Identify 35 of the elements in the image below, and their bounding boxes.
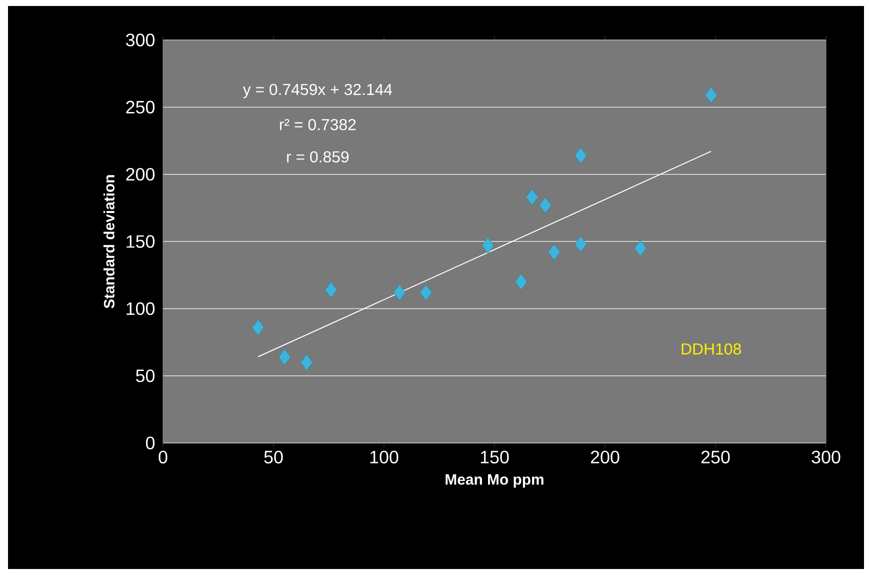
y-tick-label: 100 (126, 302, 155, 315)
point (324, 282, 338, 298)
point (393, 284, 406, 301)
x-axis-title: Mean Mo ppm (446, 474, 544, 488)
annotation: r = 0.859 (287, 151, 349, 162)
x-tick-label: 0 (158, 450, 168, 464)
point (420, 284, 432, 301)
point (704, 86, 718, 104)
x-tick-label: 300 (812, 450, 840, 464)
y-tick-label: 300 (126, 34, 155, 46)
annotation: r² = 0.7382 (280, 118, 356, 130)
y-tick-label: 250 (126, 100, 155, 114)
y-tick-label: 200 (126, 168, 155, 181)
point (574, 236, 587, 252)
point (278, 348, 291, 366)
point (252, 319, 264, 336)
y-tick-label: 50 (136, 369, 155, 382)
annotation: y = 0.7459x + 32.144 (242, 84, 392, 98)
y-tick-label: 150 (126, 235, 155, 248)
point (514, 274, 528, 290)
x-tick-label: 200 (590, 450, 620, 464)
x-tick-label: 100 (370, 450, 398, 464)
point (482, 237, 494, 254)
point (300, 354, 313, 371)
point (548, 244, 560, 260)
point (574, 147, 587, 164)
y-tick-label: 0 (146, 436, 155, 450)
y-axis-title: Standard deviation (104, 175, 114, 308)
x-tick-label: 250 (701, 450, 730, 464)
point (526, 188, 538, 206)
annotation: DDH108 (682, 343, 741, 355)
x-tick-label: 150 (480, 450, 509, 464)
point (539, 197, 552, 214)
x-tick-label: 50 (264, 450, 283, 464)
point (634, 240, 647, 256)
